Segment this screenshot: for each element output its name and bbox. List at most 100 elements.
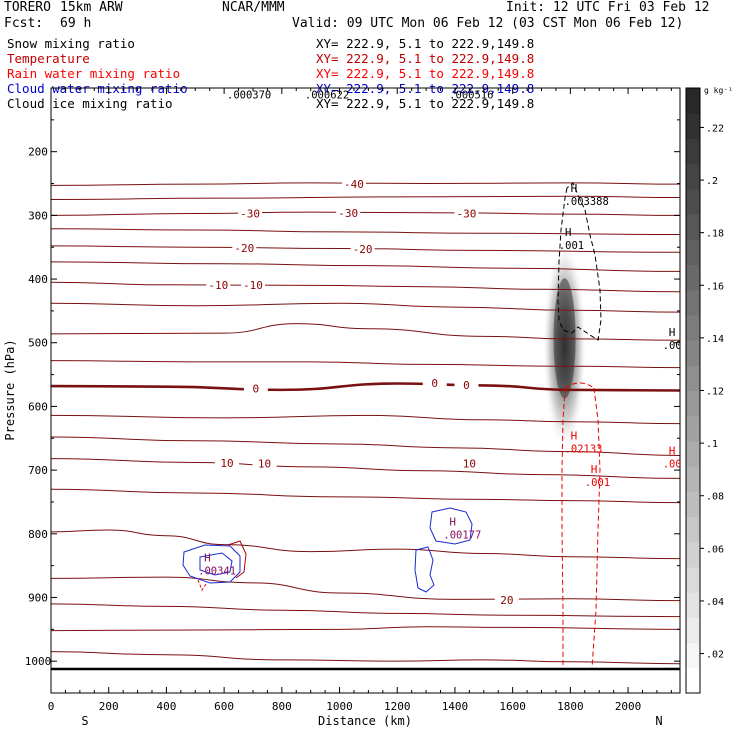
contour-label-bg-16-0 xyxy=(494,593,519,606)
colorbar-step-22 xyxy=(686,113,700,140)
field-xy-0: XY= 222.9, 5.1 to 222.9,149.8 xyxy=(316,36,534,51)
temperature-contour-17 xyxy=(51,603,680,618)
x-direction-left: S xyxy=(81,714,88,728)
max-marker-0: H xyxy=(233,76,240,89)
contour-label-bg-0-0 xyxy=(341,177,366,190)
snow-shading-core xyxy=(553,278,576,399)
max-label-9: .00177 xyxy=(443,530,481,542)
max-marker-6: H xyxy=(571,430,578,443)
contour-label-bg-2-2 xyxy=(454,206,479,219)
max-label-2: .000516 xyxy=(449,90,493,102)
max-marker-9: H xyxy=(449,516,456,529)
x-axis-title: Distance (km) xyxy=(318,714,412,728)
colorbar-step-10 xyxy=(686,415,700,442)
max-marker-4: H xyxy=(565,226,572,239)
contour-label-bg-13-2 xyxy=(457,456,482,469)
x-direction-right: N xyxy=(655,714,662,728)
contour-label-10-2: 0 xyxy=(463,379,470,392)
temperature-contour-14 xyxy=(51,488,680,504)
colorbar-tick-label-5: .12 xyxy=(706,387,724,398)
contour-label-13-1: 10 xyxy=(258,458,271,471)
model-center: NCAR/MMM xyxy=(222,0,285,15)
temperature-contour-5 xyxy=(51,261,680,272)
y-tick-label-7: 900 xyxy=(28,591,48,604)
cloud-water-contour-3 xyxy=(429,507,473,545)
forecast-label: Fcst: xyxy=(4,16,44,31)
x-tick-label-8: 1600 xyxy=(499,700,526,713)
colorbar-tick-label-6: .14 xyxy=(706,334,724,345)
contour-label-bg-6-0 xyxy=(206,277,231,290)
x-tick-label-2: 400 xyxy=(156,700,176,713)
maxima-labels: H.000370H.000622H.000516H.003388H.001H.0… xyxy=(198,76,680,577)
y-tick-label-1: 300 xyxy=(28,209,48,222)
x-tick-label-6: 1200 xyxy=(384,700,411,713)
x-tick-label-0: 0 xyxy=(48,700,55,713)
max-label-6: .02133 xyxy=(565,444,603,456)
contour-label-bg-10-2 xyxy=(454,377,479,390)
rain-water-small xyxy=(197,579,207,592)
temperature-contour-9 xyxy=(51,360,680,369)
temperature-contour-2 xyxy=(51,211,680,216)
field-name-1: Temperature xyxy=(7,51,90,66)
field-xy-2: XY= 222.9, 5.1 to 222.9,149.8 xyxy=(316,66,534,81)
colorbar-step-8 xyxy=(686,466,700,492)
max-marker-8: H xyxy=(669,444,676,457)
temperature-contour-8 xyxy=(51,323,680,341)
colorbar-step-14 xyxy=(686,314,700,341)
y-tick-label-5: 700 xyxy=(28,464,48,477)
colorbar-step-16 xyxy=(686,264,700,291)
temperature-contour-7 xyxy=(51,302,680,313)
contour-label-10-0: 0 xyxy=(253,383,260,396)
contour-label-bg-13-1 xyxy=(252,456,277,469)
temperature-contour-6 xyxy=(51,281,680,293)
colorbar-tick-label-9: .2 xyxy=(706,176,718,187)
max-marker-5: H xyxy=(669,326,676,339)
colorbar-step-2 xyxy=(686,617,700,644)
x-tick-label-1: 200 xyxy=(99,700,119,713)
temperature-contour-4 xyxy=(51,245,680,253)
x-tick-label-5: 1000 xyxy=(326,700,353,713)
y-tick-label-4: 600 xyxy=(28,400,48,413)
max-label-7: .001 xyxy=(585,477,610,489)
colorbar-step-3 xyxy=(686,592,700,618)
cloud-water-contour-1 xyxy=(182,544,241,584)
colorbar-unit: g kg⁻¹ xyxy=(704,86,733,95)
colorbar-step-19 xyxy=(686,188,700,215)
y-tick-label-0: 200 xyxy=(28,146,48,159)
colorbar-step-4 xyxy=(686,566,700,593)
colorbar-step-12 xyxy=(686,365,700,392)
hydrometeor-contours xyxy=(182,182,602,669)
colorbar-step-15 xyxy=(686,289,700,316)
temperature-contour-13 xyxy=(51,458,680,479)
temperature-contour-12 xyxy=(51,436,680,456)
rain-water-contour xyxy=(561,382,601,669)
plot-frame xyxy=(50,87,681,694)
y-tick-label-6: 800 xyxy=(28,528,48,541)
y-axis-title: Pressure (hPa) xyxy=(3,339,17,440)
contour-label-13-2: 10 xyxy=(463,458,476,471)
colorbar-step-0 xyxy=(686,667,700,694)
x-tick-label-4: 800 xyxy=(272,700,292,713)
init-time: Init: 12 UTC Fri 03 Feb 12 xyxy=(506,0,710,15)
contour-label-bg-2-0 xyxy=(238,206,263,219)
contour-label-16-0: 20 xyxy=(500,594,513,607)
y-tick-label-2: 400 xyxy=(28,273,48,286)
max-label-10: .00341 xyxy=(198,565,236,577)
max-label-4: .001 xyxy=(559,240,584,252)
temperature-contour-19 xyxy=(51,651,680,665)
max-label-3: .003388 xyxy=(565,196,609,208)
contour-label-bg-6-1 xyxy=(240,277,265,290)
max-label-1: .000622 xyxy=(305,90,349,102)
colorbar-step-7 xyxy=(686,491,700,518)
colorbar-tick-label-4: .1 xyxy=(706,439,718,450)
valid-time: Valid: 09 UTC Mon 06 Feb 12 (03 CST Mon … xyxy=(292,16,684,31)
field-name-0: Snow mixing ratio xyxy=(7,36,135,51)
model-name: TORERO xyxy=(4,0,51,15)
cloud-ice-contour xyxy=(557,182,602,341)
contour-label-bg-4-1 xyxy=(350,242,375,255)
max-marker-3: H xyxy=(571,182,578,195)
contour-label-2-2: -30 xyxy=(457,207,477,220)
temperature-contour-16 xyxy=(51,576,680,602)
contour-label-4-1: -20 xyxy=(353,243,373,256)
